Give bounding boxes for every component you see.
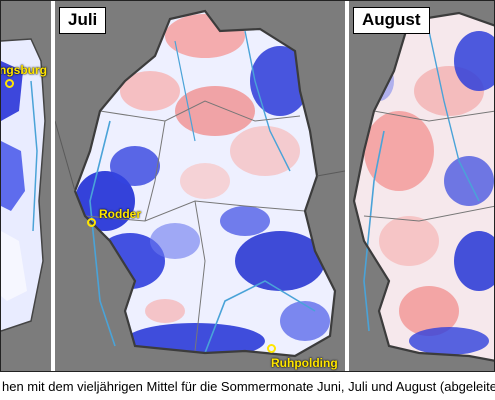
map-panel-juni: ngsburg	[1, 1, 51, 371]
germany-map-august	[352, 11, 494, 362]
station-marker-juni	[5, 79, 14, 88]
germany-map-juli	[55, 9, 345, 358]
panel-divider	[345, 1, 349, 371]
month-label-juli: Juli	[59, 7, 107, 34]
panel-divider	[51, 1, 55, 371]
station-label-ruhpolding: Ruhpolding	[271, 356, 338, 370]
map-panel-juli: Juli Rodder Ruhpolding	[55, 1, 345, 371]
station-label-rodder: Rodder	[99, 207, 141, 221]
figure-caption: hen mit dem vieljährigen Mittel für die …	[2, 379, 495, 394]
station-marker-rodder	[87, 218, 96, 227]
map-figure: ngsburg	[0, 0, 495, 372]
germany-map-juni	[1, 38, 46, 332]
month-label-august: August	[353, 7, 430, 34]
map-panel-august: August	[349, 1, 494, 371]
station-marker-ruhpolding	[267, 344, 276, 353]
station-label-juni: ngsburg	[1, 63, 47, 77]
